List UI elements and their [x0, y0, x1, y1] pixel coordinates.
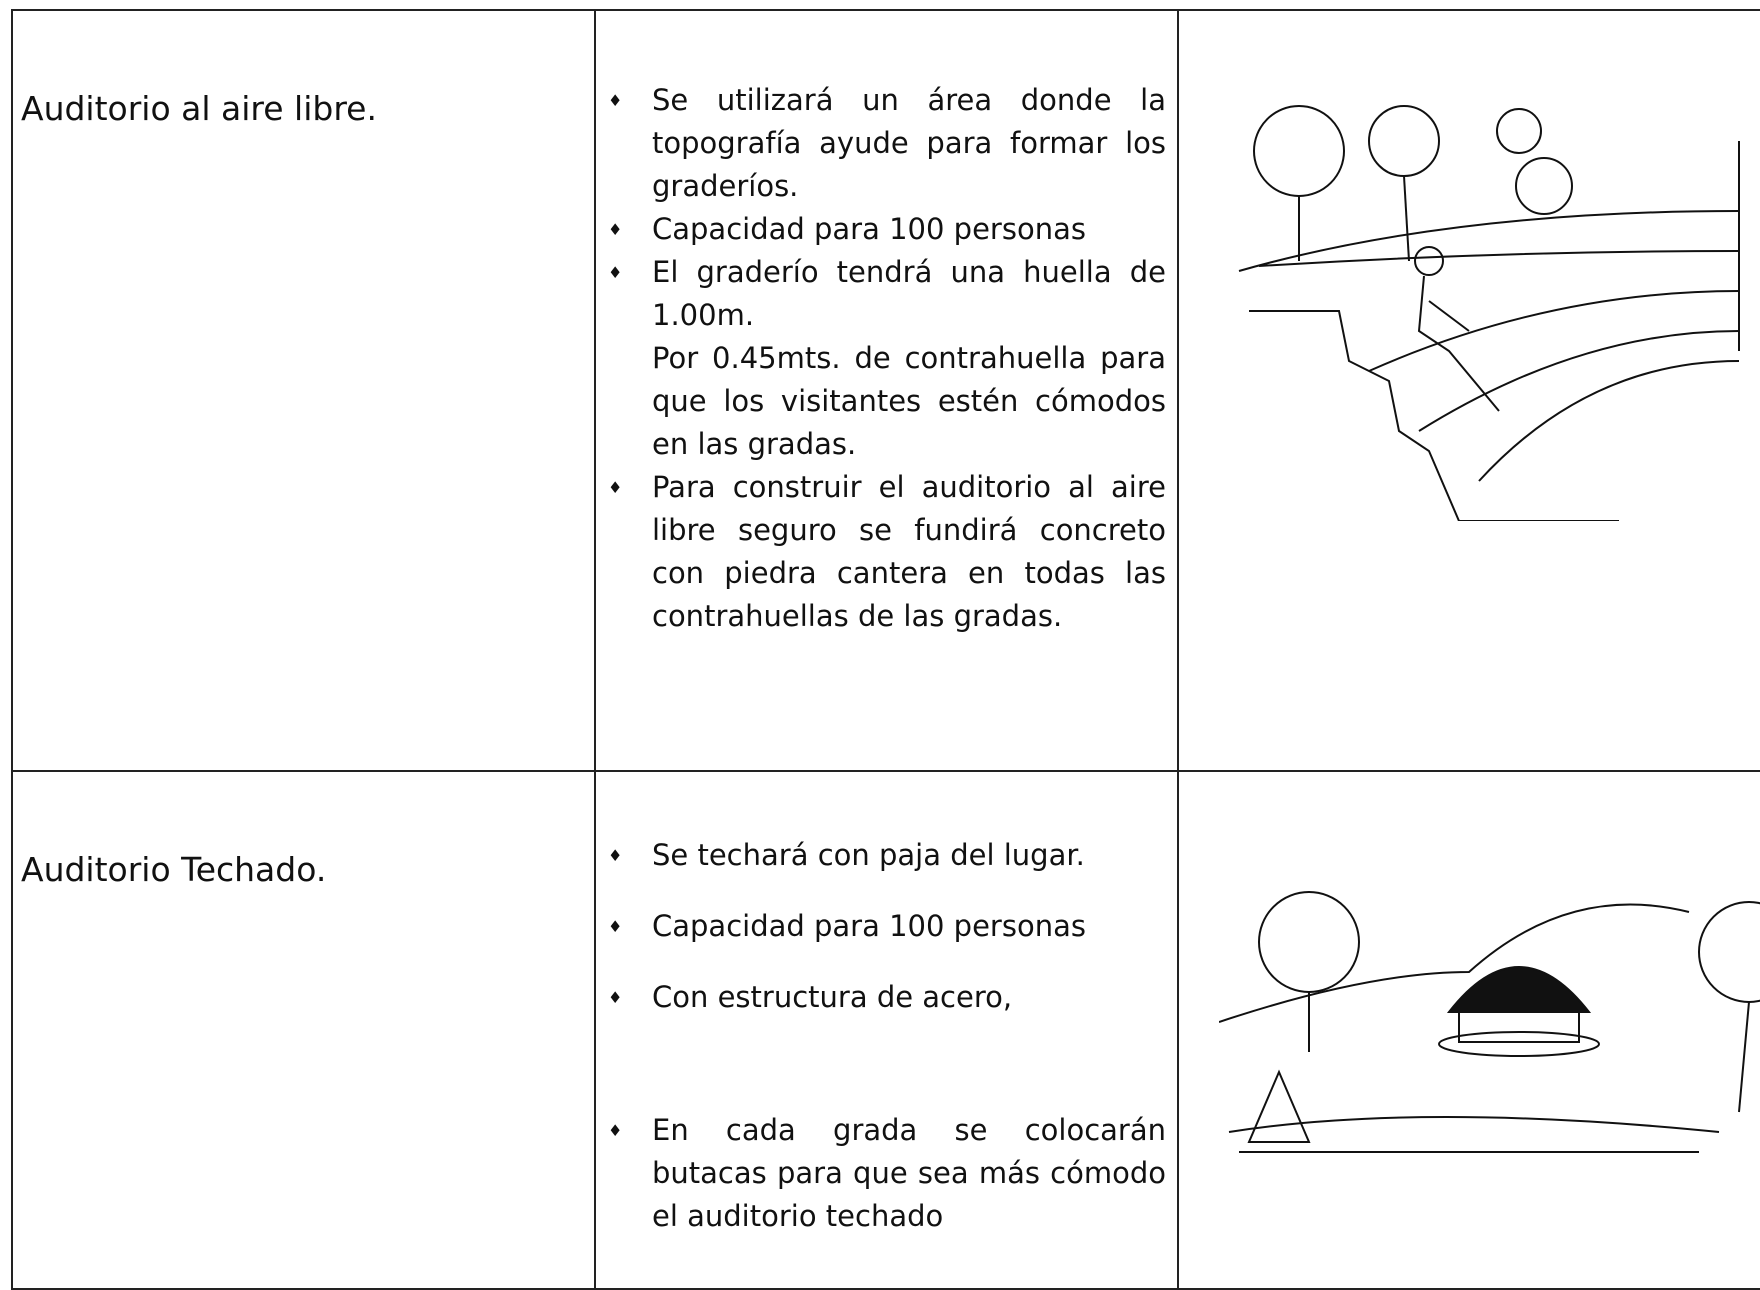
bullet-text: En cada grada se colocarán butacas para … — [652, 1113, 1166, 1233]
bullet-text: Por 0.45mts. de contrahuella para que lo… — [652, 341, 1166, 461]
bullet-text: Se techará con paja del lugar. — [652, 838, 1085, 872]
image-cell — [1177, 9, 1760, 772]
pavilion-sketch — [1219, 891, 1760, 1153]
row-title: Auditorio Techado. — [21, 850, 327, 889]
name-cell: Auditorio Techado. — [11, 770, 596, 1290]
bullet-text: Para construir el auditorio al aire libr… — [652, 470, 1166, 633]
bullet-text: Con estructura de acero, — [652, 980, 1013, 1014]
bullet-item: En cada grada se colocarán butacas para … — [608, 1109, 1166, 1238]
bullet-text: Se utilizará un área donde la topografía… — [652, 83, 1166, 203]
amphitheater-sketch — [1238, 105, 1740, 521]
bullet-item: Con estructura de acero, — [608, 976, 1166, 1019]
bullet-item: Capacidad para 100 personas — [608, 208, 1166, 251]
row-title: Auditorio al aire libre. — [21, 89, 377, 128]
bullet-list: Se utilizará un área donde la topografía… — [608, 79, 1166, 638]
bullet-item: Para construir el auditorio al aire libr… — [608, 466, 1166, 638]
bullet-text: Capacidad para 100 personas — [652, 909, 1086, 943]
desc-cell: Se utilizará un área donde la topografía… — [594, 9, 1179, 772]
page: Auditorio al aire libre. Se utilizará un… — [0, 0, 1760, 1243]
name-cell: Auditorio al aire libre. — [11, 9, 596, 772]
bullet-item: Capacidad para 100 personas — [608, 905, 1166, 948]
bullet-text: El graderío tendrá una huella de 1.00m. — [652, 255, 1166, 332]
desc-cell: Se techará con paja del lugar. Capacidad … — [594, 770, 1179, 1290]
image-cell — [1177, 770, 1760, 1290]
bullet-item: Se techará con paja del lugar. — [608, 834, 1166, 877]
bullet-item: El graderío tendrá una huella de 1.00m. P… — [608, 251, 1166, 466]
bullet-list: Se techará con paja del lugar. Capacidad … — [608, 834, 1166, 1266]
bullet-text: Capacidad para 100 personas — [652, 212, 1086, 246]
bullet-item: Se utilizará un área donde la topografía… — [608, 79, 1166, 208]
